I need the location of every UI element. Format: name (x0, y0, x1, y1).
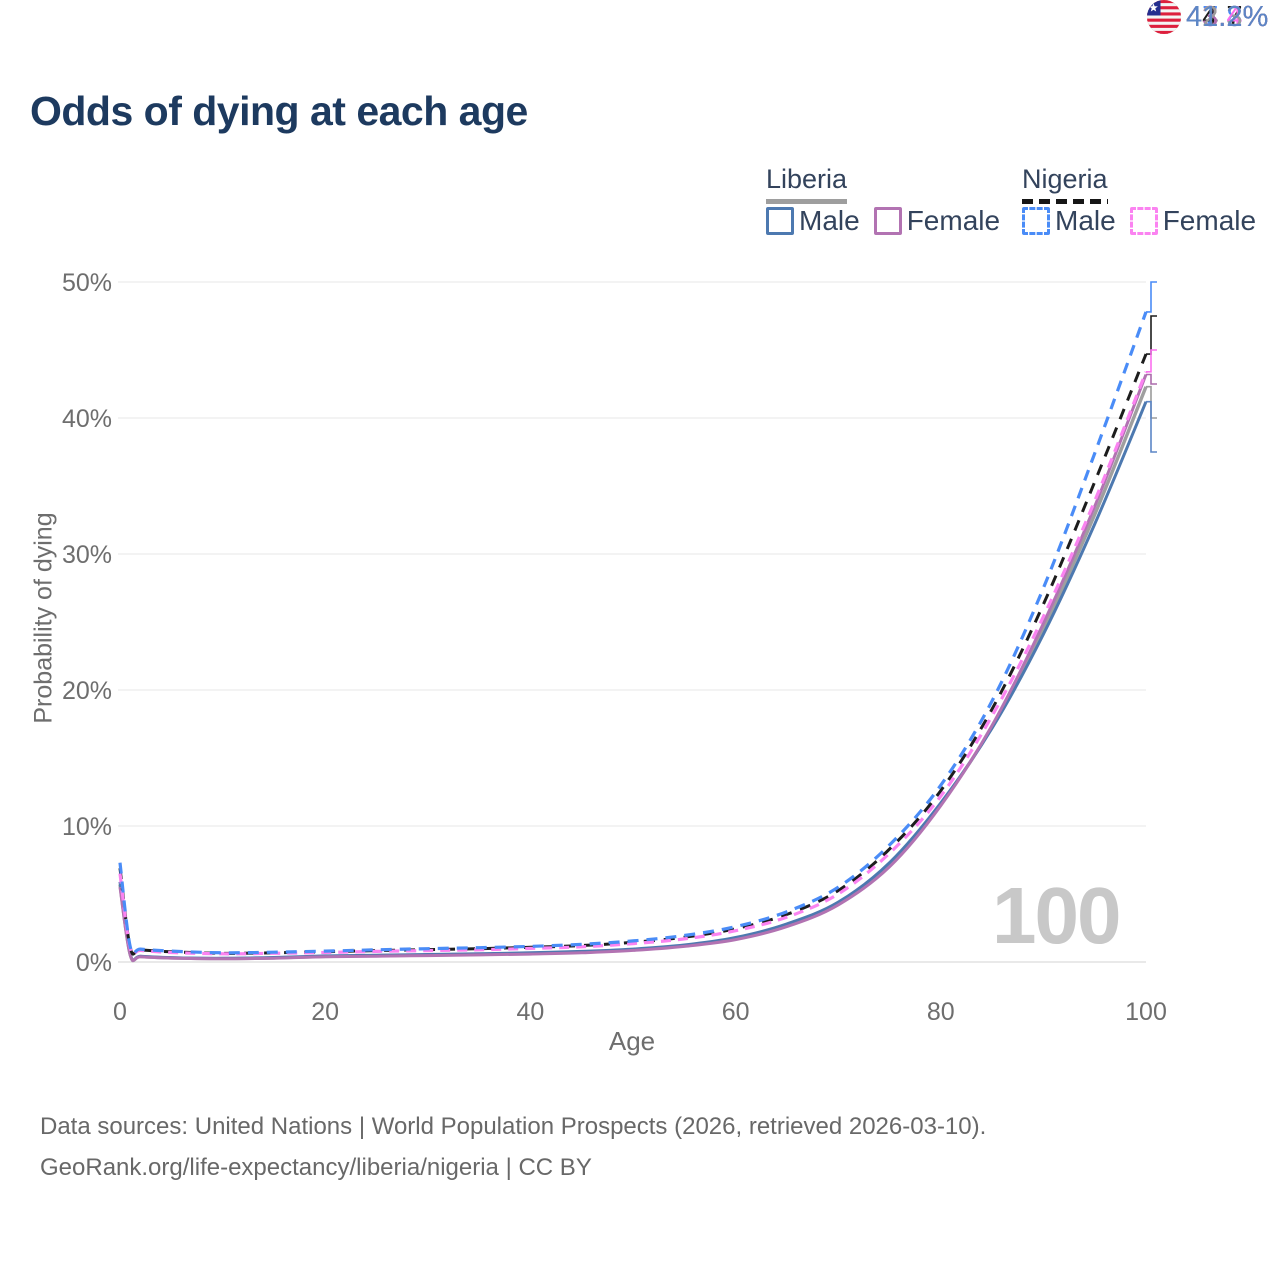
y-tick-label: 50% (62, 269, 112, 297)
legend-label: Female (1162, 205, 1257, 236)
legend-row-liberia: Male Female (766, 205, 1014, 237)
end-value-label: 44.7% (1186, 0, 1269, 33)
y-tick-label: 30% (62, 541, 112, 569)
series-line-nigeria-female (118, 371, 1148, 957)
legend-row-nigeria: Male Female (1022, 205, 1270, 237)
end-value-label: 47.8% (1186, 0, 1269, 33)
legend-label: Female (906, 205, 1001, 236)
y-tick-label: 0% (76, 949, 112, 977)
end-label-row: 44.7% (1147, 0, 1268, 34)
series-line-nigeria-both (118, 353, 1148, 956)
end-label-row: 43.2% (1147, 0, 1268, 34)
chart-title: Odds of dying at each age (30, 88, 528, 134)
x-axis-title: Age (608, 1026, 656, 1056)
series-line-liberia-female (118, 373, 1148, 963)
nigeria-male-checkbox-icon[interactable] (1022, 207, 1050, 235)
liberia-line-style-swatch (766, 199, 848, 204)
legend-item-liberia-male[interactable]: Male (766, 205, 860, 237)
x-tick-label: 20 (311, 998, 339, 1026)
liberia-female-checkbox-icon[interactable] (873, 207, 902, 235)
legend-item-liberia-female[interactable]: Female (873, 205, 1001, 237)
age-counter-watermark: 100 (992, 871, 1121, 960)
end-value-label: 41.2% (1186, 0, 1269, 33)
leader-line (1146, 373, 1157, 385)
nigeria-female-checkbox-icon[interactable] (1129, 207, 1158, 235)
legend-label: Male (799, 205, 860, 236)
x-tick-label: 0 (113, 998, 127, 1026)
y-tick-label: 40% (62, 405, 112, 433)
end-label-row: 47.8% (1147, 0, 1268, 34)
end-label-row: 41.2% (1147, 0, 1268, 34)
legend-group-nigeria: Nigeria (1022, 164, 1108, 204)
x-tick-label: 40 (516, 998, 544, 1026)
legend-country-nigeria: Nigeria (1022, 164, 1108, 194)
y-tick-label: 20% (62, 677, 112, 705)
end-label-row: 43.4% (1147, 0, 1268, 34)
footer: Data sources: United Nations | World Pop… (40, 1106, 986, 1188)
leader-line (1146, 281, 1157, 313)
legend-label: Male (1055, 205, 1116, 236)
end-value-label: 42.3% (1186, 0, 1269, 33)
legend-item-nigeria-female[interactable]: Female (1129, 205, 1257, 237)
end-value-label: 43.4% (1186, 0, 1269, 33)
x-tick-label: 80 (927, 998, 955, 1026)
leader-line (1146, 400, 1157, 453)
leader-line (1146, 315, 1157, 355)
nigeria-line-style-swatch (1022, 199, 1108, 204)
x-tick-label: 60 (722, 998, 750, 1026)
x-tick-label: 100 (1125, 998, 1167, 1026)
legend-group-liberia: Liberia (766, 164, 848, 204)
legend-item-nigeria-male[interactable]: Male (1022, 205, 1116, 237)
y-tick-label: 10% (62, 813, 112, 841)
end-label-row: 42.3% (1147, 0, 1268, 34)
end-value-label: 43.2% (1186, 0, 1269, 33)
legend-country-liberia: Liberia (766, 164, 848, 194)
liberia-male-checkbox-icon[interactable] (766, 207, 794, 235)
attribution-line: GeoRank.org/life-expectancy/liberia/nige… (40, 1154, 592, 1181)
liberia-flag-icon (1147, 0, 1181, 34)
leader-line (1146, 349, 1157, 373)
series-line-nigeria-male (118, 311, 1148, 956)
data-source-line: Data sources: United Nations | World Pop… (40, 1113, 987, 1140)
